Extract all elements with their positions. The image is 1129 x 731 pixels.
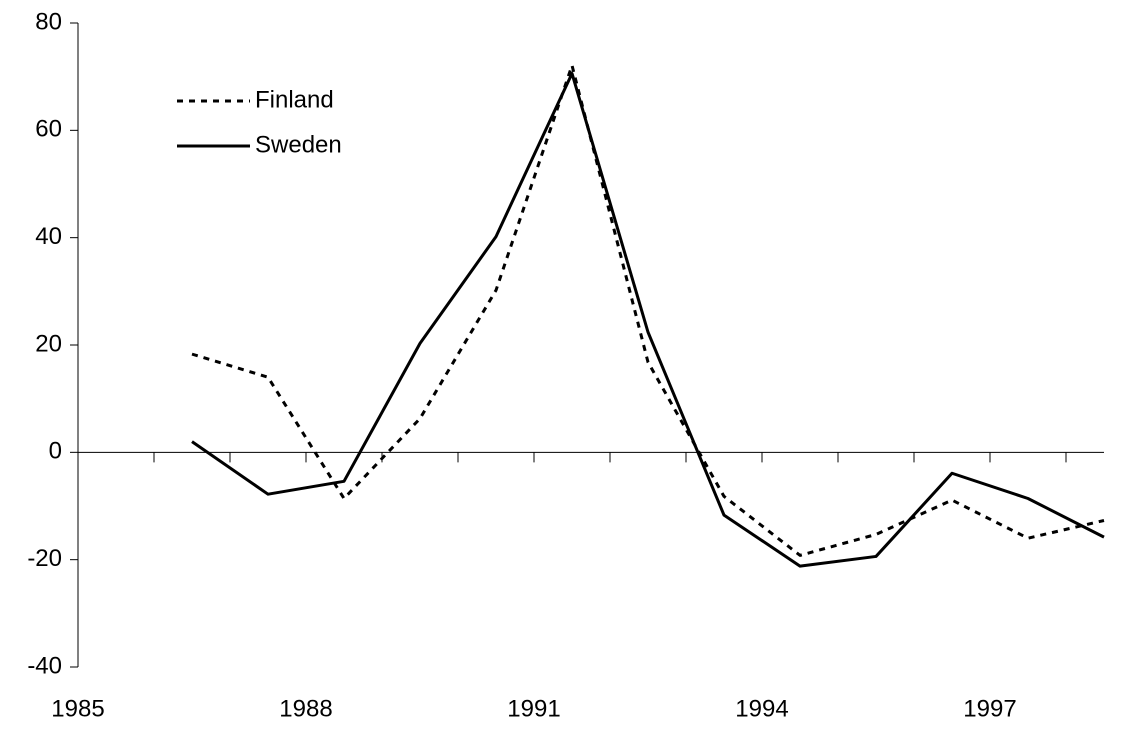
y-tick-label: 0 — [49, 438, 62, 465]
x-tick-label: 1985 — [51, 695, 104, 722]
x-tick-label: 1991 — [507, 695, 560, 722]
legend-label: Sweden — [255, 131, 342, 158]
series-line — [191, 71, 1105, 568]
y-tick-label: 40 — [35, 223, 62, 250]
y-tick-label: 20 — [35, 330, 62, 357]
y-tick-label: -40 — [27, 652, 62, 679]
series-line — [191, 63, 1105, 557]
x-tick-label: 1988 — [279, 695, 332, 722]
y-tick-label: 80 — [35, 8, 62, 35]
legend-label: Finland — [255, 86, 334, 113]
y-tick-label: -20 — [27, 545, 62, 572]
x-tick-label: 1994 — [735, 695, 788, 722]
x-tick-label: 1997 — [963, 695, 1016, 722]
y-tick-label: 60 — [35, 116, 62, 143]
